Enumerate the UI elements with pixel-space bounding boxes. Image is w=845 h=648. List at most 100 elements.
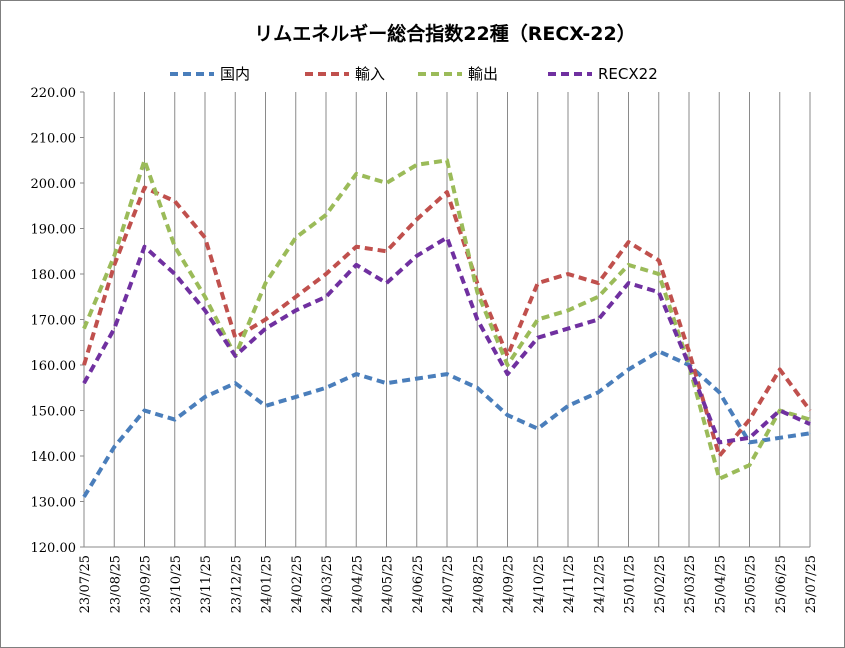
data-point — [144, 159, 145, 161]
data-point — [749, 437, 750, 439]
data-point — [113, 255, 115, 257]
data-point — [779, 369, 781, 371]
legend: 国内 輸入 輸出 RECX22 — [170, 65, 658, 83]
data-point — [567, 309, 569, 311]
chart-title: リムエネルギー総合指数22種（RECX-22） — [254, 22, 635, 45]
data-point — [658, 291, 660, 293]
data-point — [476, 319, 478, 320]
data-point — [204, 309, 206, 311]
x-tick-label: 23/08/25 — [108, 555, 123, 613]
data-point — [174, 273, 176, 275]
x-tick-label: 25/05/25 — [744, 555, 759, 613]
data-point — [597, 391, 599, 393]
x-tick-label: 25/02/25 — [653, 555, 668, 613]
x-tick-label: 25/07/25 — [804, 555, 819, 613]
x-tick-label: 24/11/25 — [562, 555, 577, 613]
data-point — [144, 246, 145, 248]
data-point — [809, 410, 811, 411]
data-point — [265, 405, 266, 407]
legend-label: 輸出 — [468, 65, 498, 83]
data-point — [355, 246, 357, 248]
data-point — [749, 419, 750, 421]
data-point — [174, 200, 176, 202]
x-tick-label: 23/10/25 — [169, 555, 184, 613]
data-point — [355, 264, 357, 266]
data-point — [386, 282, 387, 284]
legend-label: 国内 — [220, 65, 250, 83]
data-point — [628, 264, 629, 266]
data-point — [537, 428, 539, 430]
data-point — [507, 355, 508, 357]
data-point — [446, 237, 448, 239]
x-tick-label: 24/05/25 — [381, 555, 396, 613]
data-point — [809, 423, 811, 425]
grid-lines — [83, 92, 811, 547]
data-series — [82, 158, 812, 498]
y-tick-label: 160.00 — [31, 359, 77, 374]
data-point — [507, 414, 508, 416]
data-point — [809, 432, 811, 434]
x-tick-label: 24/04/25 — [350, 555, 365, 613]
y-tick-label: 140.00 — [31, 450, 77, 465]
data-point — [83, 328, 85, 330]
data-point — [204, 296, 206, 298]
data-point — [234, 355, 236, 357]
x-tick-label: 23/11/25 — [199, 555, 214, 613]
data-point — [567, 273, 569, 275]
data-point — [718, 391, 720, 393]
data-point — [265, 319, 266, 320]
data-point — [325, 214, 327, 216]
data-point — [749, 441, 750, 443]
x-tick-label: 24/08/25 — [471, 555, 486, 613]
x-tick-label: 24/12/25 — [592, 555, 607, 613]
y-tick-label: 170.00 — [31, 314, 77, 329]
data-point — [325, 273, 327, 275]
data-point — [597, 296, 599, 298]
data-point — [597, 319, 599, 320]
y-tick-label: 220.00 — [31, 86, 77, 101]
data-point — [718, 441, 720, 443]
data-point — [416, 255, 418, 257]
data-point — [144, 410, 145, 411]
data-point — [446, 159, 448, 161]
data-point — [325, 296, 327, 298]
y-tick-label: 210.00 — [31, 132, 77, 147]
data-point — [688, 350, 690, 352]
data-point — [386, 382, 387, 384]
y-tick-label: 130.00 — [31, 496, 77, 511]
x-tick-label: 24/02/25 — [290, 555, 305, 613]
data-point — [658, 273, 660, 275]
data-point — [628, 369, 629, 371]
data-point — [537, 282, 539, 284]
y-axis-tick-labels: 220.00 210.00 200.00 190.00 180.00 170.00 160.… — [31, 86, 77, 556]
data-point — [416, 378, 418, 380]
x-tick-label: 23/09/25 — [139, 555, 154, 613]
data-point — [83, 364, 85, 366]
legend-label: 輸入 — [355, 65, 385, 83]
data-point — [718, 455, 720, 457]
data-point — [476, 387, 478, 389]
x-tick-label: 25/06/25 — [774, 555, 789, 613]
data-point — [476, 291, 478, 293]
data-point — [658, 350, 660, 352]
data-point — [174, 419, 176, 421]
data-point — [295, 309, 297, 311]
data-point — [446, 373, 448, 375]
x-tick-label: 24/07/25 — [441, 555, 456, 613]
data-point — [658, 259, 660, 261]
x-tick-label: 25/03/25 — [683, 555, 698, 613]
data-point — [325, 387, 327, 389]
axes — [80, 91, 810, 548]
x-tick-label: 23/12/25 — [229, 555, 244, 613]
data-point — [416, 164, 418, 166]
data-point — [355, 173, 357, 175]
data-point — [174, 246, 176, 248]
data-point — [567, 405, 569, 407]
y-tick-label: 120.00 — [31, 541, 77, 556]
data-point — [416, 218, 418, 220]
data-point — [113, 446, 115, 448]
x-tick-label: 24/10/25 — [532, 555, 547, 613]
data-point — [355, 373, 357, 375]
data-point — [779, 437, 781, 439]
